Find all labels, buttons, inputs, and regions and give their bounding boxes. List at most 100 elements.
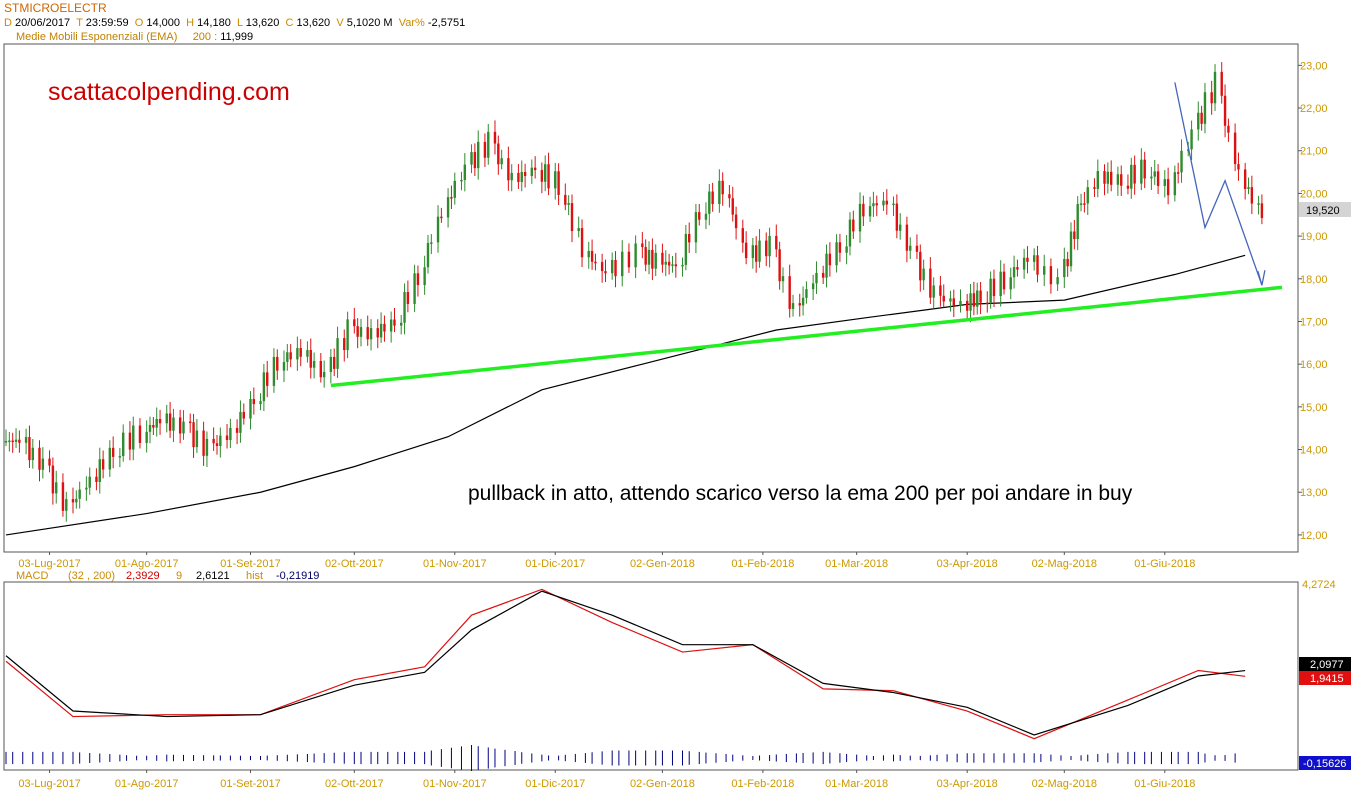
candle-body xyxy=(1016,267,1019,270)
candle-body xyxy=(329,356,333,372)
candle-body xyxy=(1130,164,1133,189)
macd-top-label: 4,2724 xyxy=(1302,579,1336,591)
candle-body xyxy=(446,197,450,218)
candle-body xyxy=(1116,174,1120,185)
candle-body xyxy=(1036,255,1039,275)
candle-body xyxy=(627,251,631,268)
candle-body xyxy=(674,264,678,267)
candle-body xyxy=(14,439,18,442)
candle-body xyxy=(178,417,182,434)
time-key: T xyxy=(76,17,83,29)
candle-body xyxy=(684,233,688,265)
candle-body xyxy=(567,203,570,205)
candle-body xyxy=(969,293,972,311)
x-tick-label: 01-Set-2017 xyxy=(220,778,281,790)
candle-body xyxy=(731,198,734,215)
candle-body xyxy=(202,430,205,456)
candle-body xyxy=(959,300,962,306)
candle-body xyxy=(510,172,513,181)
candle-body xyxy=(852,219,855,232)
candle-body xyxy=(1026,257,1029,262)
candle-body xyxy=(557,171,560,195)
hist-right-label: -0,15626 xyxy=(1303,758,1346,770)
candle-body xyxy=(172,417,175,431)
candle-body xyxy=(1247,187,1250,189)
candle-body xyxy=(547,164,550,189)
candle-body xyxy=(259,401,262,405)
macd-right-label: 1,9415 xyxy=(1310,673,1344,685)
low-value: 13,620 xyxy=(245,17,280,29)
x-tick-label: 01-Mar-2018 xyxy=(825,778,888,790)
candle-body xyxy=(965,300,969,311)
candle-body xyxy=(299,348,302,357)
x-tick-label: 01-Dic-2017 xyxy=(525,558,585,570)
candle-body xyxy=(610,259,614,274)
candle-body xyxy=(778,249,781,282)
candle-body xyxy=(821,272,825,278)
candle-body xyxy=(1166,179,1170,196)
candle-body xyxy=(78,489,81,499)
candle-body xyxy=(426,242,430,268)
ema-value: 11,999 xyxy=(220,31,254,43)
candle-body xyxy=(473,152,477,169)
candle-body xyxy=(111,447,115,457)
candle-body xyxy=(899,224,902,231)
watermark-text: scattacolpending.com xyxy=(48,78,290,106)
annotation-text: pullback in atto, attendo scarico verso … xyxy=(468,482,1133,505)
candle-body xyxy=(922,268,925,281)
candle-body xyxy=(862,203,865,217)
x-tick-label: 01-Mar-2018 xyxy=(825,558,888,570)
price-y-axis: 23,00 22,00 21,00 20,00 19,00 18,00 17,00 16,00… xyxy=(1298,60,1328,542)
candle-body xyxy=(754,245,758,262)
candle-body xyxy=(319,360,323,378)
candle-body xyxy=(38,447,41,470)
candle-body xyxy=(570,203,574,232)
ema-200-line xyxy=(5,254,1246,536)
price-y-tick-label: 19,00 xyxy=(1300,231,1328,243)
candle-body xyxy=(1173,172,1177,196)
candle-body xyxy=(322,371,326,378)
candle-body xyxy=(24,437,28,443)
candle-body xyxy=(882,200,885,206)
candle-body xyxy=(182,421,185,434)
candle-body xyxy=(61,482,65,511)
x-tick-label: 01-Set-2017 xyxy=(220,558,281,570)
candle-body xyxy=(647,249,651,265)
candle-body xyxy=(664,261,667,265)
candle-body xyxy=(215,443,219,447)
candle-body xyxy=(403,292,406,323)
candle-body xyxy=(698,212,701,220)
candle-body xyxy=(1163,179,1166,186)
candle-body xyxy=(1073,231,1076,240)
candle-body xyxy=(266,372,269,386)
candle-body xyxy=(463,164,467,180)
x-tick-label: 03-Apr-2018 xyxy=(937,558,998,570)
candle-body xyxy=(1190,129,1193,150)
volume-value: 5,1020 M xyxy=(346,17,393,29)
candle-body xyxy=(440,216,443,219)
candle-body xyxy=(1227,125,1230,133)
candle-body xyxy=(604,271,607,274)
candle-body xyxy=(108,447,112,470)
candle-body xyxy=(75,498,78,503)
candle-body xyxy=(932,285,935,298)
candle-body xyxy=(791,303,795,309)
candle-body xyxy=(661,252,664,265)
main-plot-frame xyxy=(3,43,1299,553)
candle-body xyxy=(1176,172,1180,174)
x-tick-label: 01-Giu-2018 xyxy=(1134,558,1195,570)
signal-line xyxy=(5,590,1246,736)
x-tick-label: 02-Mag-2018 xyxy=(1032,778,1097,790)
volume-key: V xyxy=(336,17,344,29)
x-tick-label: 02-Gen-2018 xyxy=(630,778,695,790)
x-tick-label: 03-Lug-2017 xyxy=(18,558,80,570)
candle-body xyxy=(835,242,838,266)
candle-body xyxy=(148,424,152,432)
varpct-key: Var% xyxy=(398,17,425,29)
candle-body xyxy=(1156,171,1160,186)
ema-label: Medie Mobili Esponenziali (EMA) xyxy=(16,31,178,43)
candle-body xyxy=(905,224,909,251)
candle-body xyxy=(1180,150,1183,173)
candle-body xyxy=(517,172,520,182)
price-y-tick-label: 21,00 xyxy=(1300,146,1328,158)
